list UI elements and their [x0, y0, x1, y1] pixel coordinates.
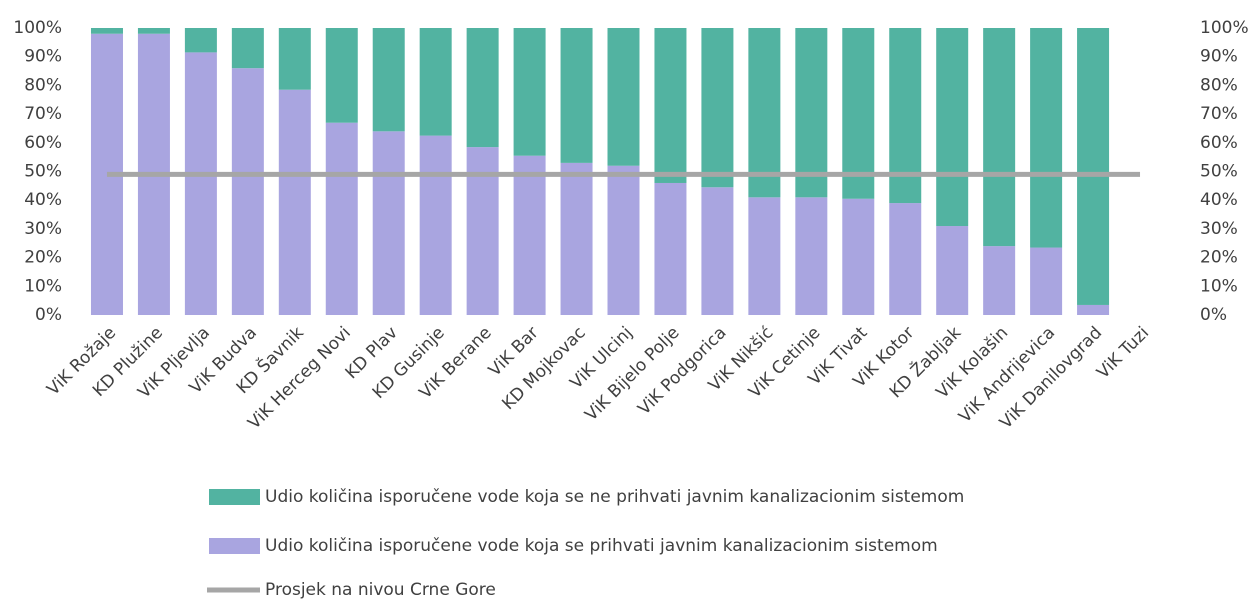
y2-tick-label: 80%	[1200, 75, 1238, 95]
bar-segment	[607, 28, 640, 166]
y2-tick-label: 30%	[1200, 219, 1238, 239]
bar-segment	[137, 28, 170, 34]
bar-segment	[842, 198, 875, 315]
legend-label: Udio količina isporučene vode koja se pr…	[265, 536, 938, 556]
bar-segment	[372, 131, 405, 315]
bar-segment	[607, 165, 640, 315]
bar-segment	[513, 155, 546, 315]
y2-tick-label: 100%	[1200, 18, 1249, 38]
bar-segment	[701, 187, 734, 315]
y-tick-label: 50%	[24, 162, 62, 182]
y2-tick-label: 40%	[1200, 190, 1238, 210]
bar-segment	[513, 28, 546, 156]
bar-segment	[936, 226, 969, 315]
legend-label: Udio količina isporučene vode koja se ne…	[265, 487, 964, 507]
bar-segment	[184, 52, 217, 316]
bar-segment	[372, 28, 405, 132]
bar-segment	[419, 28, 452, 136]
y2-tick-label: 0%	[1200, 305, 1227, 325]
y2-tick-label: 60%	[1200, 133, 1238, 153]
y-tick-label: 20%	[24, 248, 62, 268]
legend-swatch	[209, 489, 260, 505]
bar-segment	[184, 28, 217, 53]
y2-tick-label: 20%	[1200, 248, 1238, 268]
bar-segment	[466, 28, 499, 148]
bar-segment	[560, 162, 593, 315]
y2-tick-label: 90%	[1200, 47, 1238, 67]
x-tick-label: ViK Tuzi	[1093, 323, 1153, 383]
bar-segment	[795, 197, 828, 315]
bar-segment	[654, 182, 687, 315]
y2-tick-label: 10%	[1200, 276, 1238, 296]
bar-segment	[560, 28, 593, 163]
y-tick-label: 60%	[24, 133, 62, 153]
bar-segment	[325, 28, 358, 123]
y-tick-label: 10%	[24, 276, 62, 296]
y2-tick-label: 50%	[1200, 162, 1238, 182]
bar-segment	[701, 28, 734, 188]
bar-segment	[231, 28, 264, 69]
bar-segment	[419, 135, 452, 315]
y-tick-label: 100%	[13, 18, 62, 38]
bar-segment	[90, 28, 123, 34]
legend-label: Prosjek na nivou Crne Gore	[265, 580, 496, 599]
bar-segment	[325, 122, 358, 316]
bar-segment	[936, 28, 969, 227]
bar-segment	[231, 68, 264, 316]
bar-segment	[1077, 304, 1110, 315]
bar-segment	[983, 28, 1016, 247]
bar-segment	[748, 28, 781, 198]
bar-segment	[1030, 28, 1063, 248]
bar-segment	[795, 28, 828, 198]
bar-segment	[748, 197, 781, 315]
y-tick-label: 0%	[35, 305, 62, 325]
y-tick-label: 80%	[24, 75, 62, 95]
bar-segment	[654, 28, 687, 183]
y-tick-label: 70%	[24, 104, 62, 124]
bar-segment	[842, 28, 875, 199]
y-tick-label: 30%	[24, 219, 62, 239]
bar-segment	[1030, 247, 1063, 315]
y-tick-label: 40%	[24, 190, 62, 210]
y-tick-label: 90%	[24, 47, 62, 67]
bar-segment	[278, 89, 311, 315]
y2-tick-label: 70%	[1200, 104, 1238, 124]
bar-segment	[1077, 28, 1110, 305]
legend-swatch	[209, 538, 260, 554]
bar-segment	[278, 28, 311, 90]
bar-segment	[889, 203, 922, 315]
bar-segment	[983, 246, 1016, 315]
